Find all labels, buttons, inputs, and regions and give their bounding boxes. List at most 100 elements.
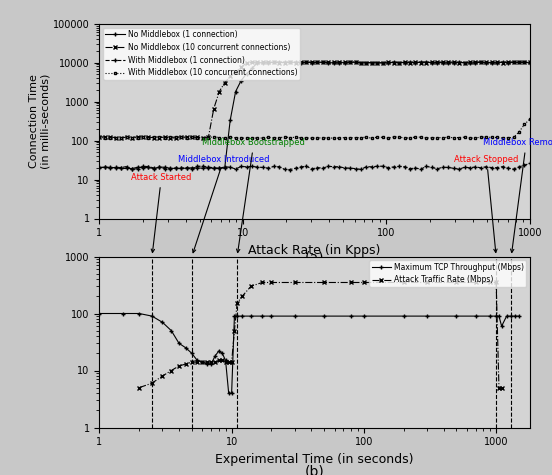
- Text: (a): (a): [305, 250, 325, 265]
- No Middlebox (1 connection): [358, 60, 364, 66]
- X-axis label: Attack Rate (in Kpps): Attack Rate (in Kpps): [248, 244, 381, 257]
- Attack Traffic Rate (Mbps): [199, 359, 205, 365]
- Maximum TCP Throughput (Mbps): [348, 313, 354, 319]
- With Middlebox (10 concurrent connections): [292, 134, 299, 140]
- Maximum TCP Throughput (Mbps): [96, 311, 103, 316]
- Maximum TCP Throughput (Mbps): [183, 345, 189, 351]
- Text: Attack Started: Attack Started: [131, 173, 192, 253]
- No Middlebox (1 connection): [396, 60, 402, 66]
- With Middlebox (10 concurrent connections): [379, 134, 386, 140]
- Attack Traffic Rate (Mbps): [473, 280, 479, 285]
- Text: Middlebox Removed: Middlebox Removed: [484, 138, 552, 253]
- With Middlebox (10 concurrent connections): [358, 134, 364, 140]
- Attack Traffic Rate (Mbps): [194, 359, 200, 365]
- Attack Traffic Rate (Mbps): [159, 373, 166, 379]
- Maximum TCP Throughput (Mbps): [291, 313, 298, 319]
- Attack Traffic Rate (Mbps): [268, 280, 275, 285]
- No Middlebox (1 connection): [500, 59, 506, 65]
- No Middlebox (10 concurrent connections): [396, 60, 402, 66]
- Text: Middlebox Introduced: Middlebox Introduced: [178, 155, 269, 253]
- Maximum TCP Throughput (Mbps): [225, 390, 232, 396]
- Maximum TCP Throughput (Mbps): [493, 313, 500, 319]
- Maximum TCP Throughput (Mbps): [453, 313, 460, 319]
- Maximum TCP Throughput (Mbps): [268, 313, 275, 319]
- Attack Traffic Rate (Mbps): [239, 294, 246, 299]
- No Middlebox (10 concurrent connections): [379, 60, 386, 66]
- No Middlebox (10 concurrent connections): [96, 134, 103, 140]
- Maximum TCP Throughput (Mbps): [194, 358, 200, 363]
- Maximum TCP Throughput (Mbps): [136, 311, 142, 316]
- With Middlebox (10 concurrent connections): [396, 134, 402, 140]
- Maximum TCP Throughput (Mbps): [119, 311, 126, 316]
- Maximum TCP Throughput (Mbps): [168, 328, 174, 333]
- Maximum TCP Throughput (Mbps): [231, 313, 238, 319]
- Attack Traffic Rate (Mbps): [219, 358, 226, 363]
- Attack Traffic Rate (Mbps): [136, 385, 142, 390]
- Attack Traffic Rate (Mbps): [208, 359, 214, 365]
- Attack Traffic Rate (Mbps): [222, 359, 229, 365]
- Maximum TCP Throughput (Mbps): [176, 341, 182, 346]
- No Middlebox (10 concurrent connections): [363, 60, 370, 66]
- Attack Traffic Rate (Mbps): [493, 280, 500, 285]
- With Middlebox (10 concurrent connections): [113, 135, 119, 141]
- No Middlebox (10 concurrent connections): [358, 60, 364, 66]
- With Middlebox (1 connection): [363, 164, 370, 170]
- No Middlebox (1 connection): [363, 60, 370, 66]
- Maximum TCP Throughput (Mbps): [159, 320, 166, 325]
- Maximum TCP Throughput (Mbps): [503, 313, 510, 319]
- Attack Traffic Rate (Mbps): [225, 359, 232, 365]
- Attack Traffic Rate (Mbps): [360, 280, 367, 285]
- With Middlebox (1 connection): [379, 163, 386, 169]
- Attack Traffic Rate (Mbps): [188, 359, 195, 365]
- With Middlebox (1 connection): [358, 167, 364, 172]
- Maximum TCP Throughput (Mbps): [473, 313, 479, 319]
- Legend: Maximum TCP Throughput (Mbps), Attack Traffic Rate (Mbps): Maximum TCP Throughput (Mbps), Attack Tr…: [369, 260, 526, 287]
- Maximum TCP Throughput (Mbps): [239, 313, 246, 319]
- Attack Traffic Rate (Mbps): [348, 280, 354, 285]
- Maximum TCP Throughput (Mbps): [516, 313, 523, 319]
- Attack Traffic Rate (Mbps): [234, 301, 241, 306]
- With Middlebox (10 concurrent connections): [527, 116, 533, 122]
- No Middlebox (1 connection): [151, 166, 157, 171]
- Text: Attack Stopped: Attack Stopped: [454, 155, 519, 253]
- Attack Traffic Rate (Mbps): [498, 385, 505, 390]
- Maximum TCP Throughput (Mbps): [496, 313, 502, 319]
- Attack Traffic Rate (Mbps): [212, 359, 219, 365]
- Attack Traffic Rate (Mbps): [229, 359, 235, 365]
- Maximum TCP Throughput (Mbps): [360, 313, 367, 319]
- No Middlebox (1 connection): [379, 60, 386, 66]
- No Middlebox (1 connection): [292, 59, 299, 65]
- Line: No Middlebox (10 concurrent connections): No Middlebox (10 concurrent connections): [97, 60, 532, 140]
- Attack Traffic Rate (Mbps): [176, 363, 182, 369]
- Attack Traffic Rate (Mbps): [487, 280, 493, 285]
- Maximum TCP Throughput (Mbps): [148, 313, 155, 319]
- Maximum TCP Throughput (Mbps): [487, 313, 493, 319]
- With Middlebox (1 connection): [527, 161, 533, 166]
- Attack Traffic Rate (Mbps): [259, 280, 266, 285]
- No Middlebox (10 concurrent connections): [527, 59, 533, 65]
- Maximum TCP Throughput (Mbps): [229, 390, 235, 396]
- Maximum TCP Throughput (Mbps): [259, 313, 266, 319]
- Attack Traffic Rate (Mbps): [453, 280, 460, 285]
- With Middlebox (1 connection): [96, 164, 103, 170]
- Attack Traffic Rate (Mbps): [183, 361, 189, 367]
- Attack Traffic Rate (Mbps): [204, 359, 210, 365]
- Maximum TCP Throughput (Mbps): [248, 313, 254, 319]
- Maximum TCP Throughput (Mbps): [234, 313, 241, 319]
- No Middlebox (10 concurrent connections): [489, 60, 495, 66]
- With Middlebox (1 connection): [287, 167, 294, 172]
- Legend: No Middlebox (1 connection), No Middlebox (10 concurrent connections), With Midd: No Middlebox (1 connection), No Middlebo…: [103, 28, 300, 80]
- Maximum TCP Throughput (Mbps): [208, 361, 214, 367]
- Attack Traffic Rate (Mbps): [231, 328, 238, 333]
- Line: With Middlebox (10 concurrent connections): With Middlebox (10 concurrent connection…: [98, 117, 532, 140]
- With Middlebox (10 concurrent connections): [363, 134, 370, 140]
- Attack Traffic Rate (Mbps): [248, 284, 254, 289]
- No Middlebox (10 concurrent connections): [477, 59, 484, 65]
- Maximum TCP Throughput (Mbps): [215, 348, 222, 354]
- X-axis label: Experimental Time (in seconds): Experimental Time (in seconds): [215, 453, 414, 466]
- Maximum TCP Throughput (Mbps): [508, 313, 514, 319]
- Maximum TCP Throughput (Mbps): [321, 313, 327, 319]
- Maximum TCP Throughput (Mbps): [498, 323, 505, 329]
- Maximum TCP Throughput (Mbps): [204, 361, 210, 367]
- Maximum TCP Throughput (Mbps): [400, 313, 407, 319]
